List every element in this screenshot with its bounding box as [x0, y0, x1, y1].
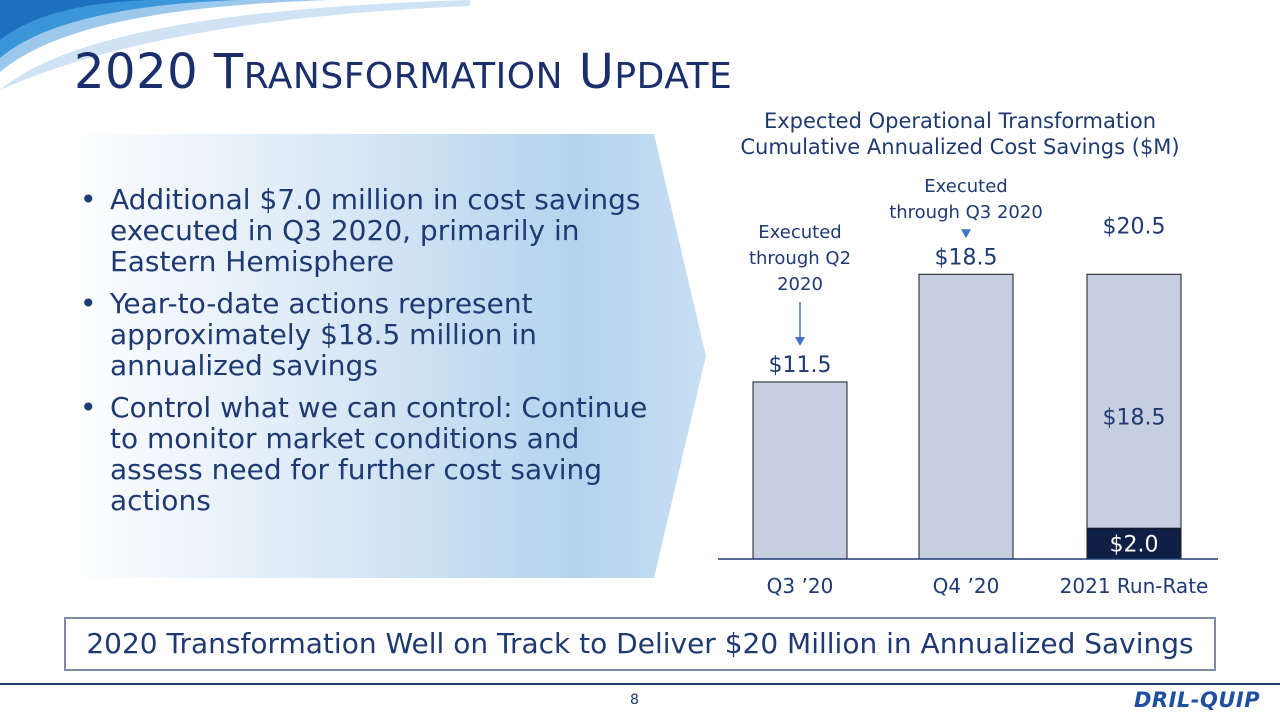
- bar-base: [1086, 273, 1182, 560]
- x-tick-label: Q4 ’20: [933, 574, 1000, 598]
- bar-increment: [1086, 527, 1182, 560]
- bullet-item: Additional $7.0 million in cost savings …: [80, 184, 650, 277]
- annotation-label: Executed through Q3 2020: [889, 176, 1043, 223]
- footer-divider: [0, 683, 1280, 685]
- page-number: 8: [630, 692, 639, 708]
- page-title: 2020 TRANSFORMATION UPDATE: [74, 44, 733, 100]
- total-label: $20.5: [1103, 214, 1166, 239]
- bullet-item: Control what we can control: Continue to…: [80, 392, 650, 516]
- chart-title-line2: Cumulative Annualized Cost Savings ($M): [740, 135, 1180, 159]
- bar-base: [918, 273, 1014, 560]
- chart-title-line1: Expected Operational Transformation: [763, 109, 1157, 133]
- x-tick-label: 2021 Run-Rate: [1060, 574, 1209, 598]
- data-label: $18.5: [935, 245, 998, 270]
- chart-title: Expected Operational Transformation Cumu…: [740, 108, 1180, 160]
- data-label: $18.5: [1103, 406, 1166, 431]
- annotation-arrow-head: [795, 337, 805, 346]
- x-tick-label: Q3 ’20: [767, 574, 834, 598]
- annotation-label: Executed through Q2 2020: [749, 222, 851, 295]
- data-label: $2.0: [1110, 533, 1159, 558]
- summary-banner: 2020 Transformation Well on Track to Del…: [64, 617, 1216, 671]
- annotation-arrow-head: [961, 229, 971, 239]
- bullet-item: Year-to-date actions represent approxima…: [80, 288, 650, 381]
- bar-base: [752, 381, 848, 560]
- data-label: $11.5: [769, 353, 832, 378]
- header-swoosh: [0, 0, 470, 90]
- bullet-list: Additional $7.0 million in cost savings …: [80, 184, 650, 527]
- company-logo: DRIL-QUIP: [1134, 688, 1261, 712]
